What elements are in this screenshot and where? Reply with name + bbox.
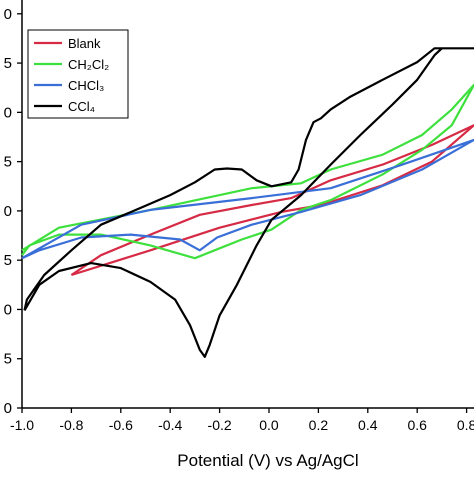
y-tick-label: 0 <box>4 400 12 417</box>
x-tick-label: 0.2 <box>309 417 329 433</box>
legend-label: CH₂Cl₂ <box>68 57 109 72</box>
x-tick-label: 0.0 <box>259 417 279 433</box>
y-tick-label: 0 <box>4 301 12 318</box>
x-tick-label: 0.4 <box>358 417 378 433</box>
x-tick-label: -0.4 <box>158 417 182 433</box>
y-tick-label: 5 <box>4 252 12 269</box>
y-tick-label: 0 <box>4 203 12 220</box>
legend-label: Blank <box>68 36 101 51</box>
x-tick-label: 0.8 <box>457 417 474 433</box>
x-axis-label: Potential (V) vs Ag/AgCl <box>177 451 358 470</box>
series-line <box>71 125 474 275</box>
x-tick-label: -0.6 <box>109 417 133 433</box>
y-tick-label: 0 <box>4 6 12 23</box>
x-tick-label: 0.6 <box>407 417 427 433</box>
x-tick-label: -0.8 <box>59 417 83 433</box>
legend-label: CCl₄ <box>68 99 95 114</box>
x-tick-label: -1.0 <box>10 417 34 433</box>
y-tick-label: 5 <box>4 154 12 171</box>
legend-label: CHCl₃ <box>68 78 104 93</box>
y-tick-label: 5 <box>4 55 12 72</box>
y-tick-label: 5 <box>4 351 12 368</box>
y-tick-label: 0 <box>4 104 12 121</box>
legend: Blank CH₂Cl₂ CHCl₃ CCl₄ <box>28 30 128 118</box>
x-tick-label: -0.2 <box>208 417 232 433</box>
series-line <box>22 140 474 258</box>
